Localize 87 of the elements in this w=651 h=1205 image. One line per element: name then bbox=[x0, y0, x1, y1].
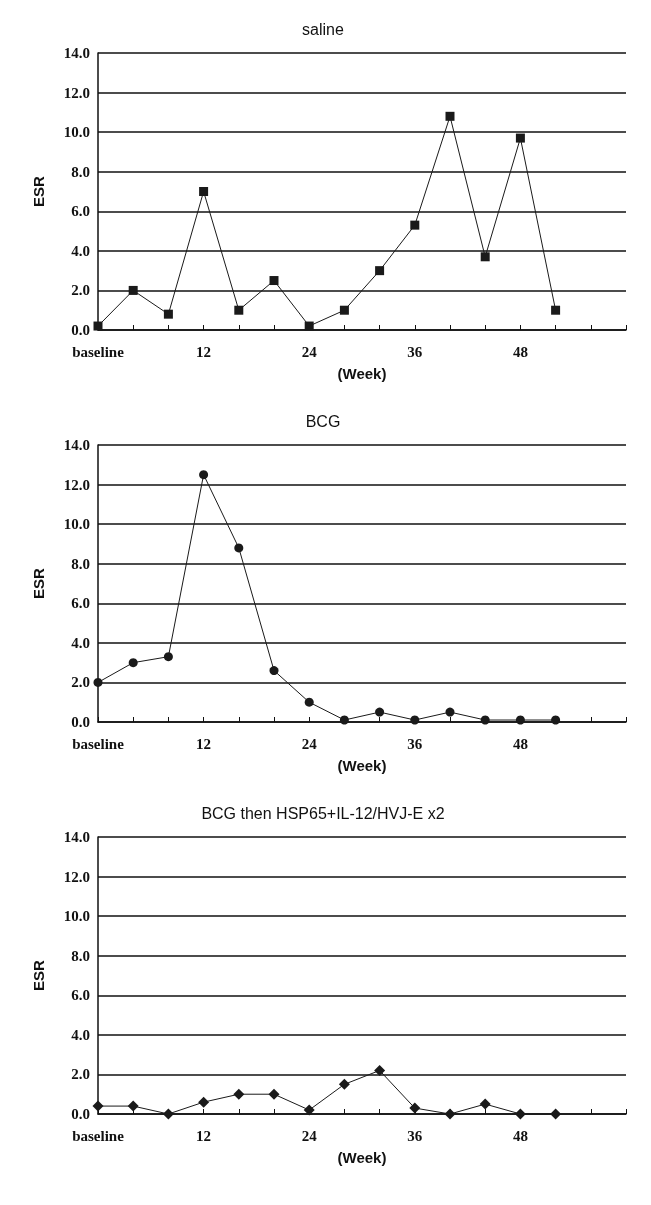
point bbox=[551, 305, 561, 315]
point bbox=[303, 1104, 315, 1116]
point bbox=[93, 321, 103, 331]
point bbox=[410, 715, 420, 725]
x-tick-label: 12 bbox=[196, 1127, 212, 1144]
x-tick-label: 24 bbox=[301, 1127, 318, 1144]
point bbox=[93, 677, 103, 687]
point bbox=[515, 715, 525, 725]
y-tick-label: 4.0 bbox=[71, 242, 90, 259]
point bbox=[375, 266, 385, 276]
point bbox=[199, 187, 209, 196]
y-tick-label: 12.0 bbox=[63, 868, 90, 885]
x-tick-label: 48 bbox=[512, 735, 528, 752]
x-tick-label: baseline bbox=[72, 735, 125, 752]
y-tick-label: 6.0 bbox=[71, 203, 90, 220]
point bbox=[269, 276, 279, 286]
point bbox=[163, 652, 173, 662]
point bbox=[480, 715, 490, 725]
y-tick-label: 0.0 bbox=[71, 714, 90, 730]
y-tick-label: 12.0 bbox=[63, 476, 90, 493]
chart-title: saline bbox=[302, 20, 344, 38]
y-tick-label: 4.0 bbox=[71, 1026, 90, 1043]
y-axis-title: ESR bbox=[30, 959, 47, 991]
point bbox=[304, 697, 314, 707]
point bbox=[198, 1096, 210, 1108]
x-tick-label: 48 bbox=[512, 1127, 528, 1144]
point bbox=[339, 715, 349, 725]
x-tick-label: 24 bbox=[301, 735, 318, 752]
y-tick-label: 8.0 bbox=[71, 947, 90, 964]
point bbox=[410, 220, 420, 230]
y-axis-title: ESR bbox=[30, 175, 47, 207]
point bbox=[163, 309, 173, 319]
y-tick-label: 2.0 bbox=[71, 1066, 90, 1083]
point bbox=[199, 470, 209, 480]
y-tick-label: 14.0 bbox=[63, 45, 90, 61]
x-tick-label: 48 bbox=[512, 343, 528, 360]
x-axis-title: (Week) bbox=[337, 365, 387, 382]
point bbox=[479, 1098, 491, 1110]
point bbox=[515, 133, 525, 143]
point bbox=[444, 1108, 456, 1120]
point bbox=[234, 305, 244, 315]
chart-title: BCG then HSP65+IL-12/HVJ-E x2 bbox=[201, 804, 445, 822]
x-tick-label: baseline bbox=[72, 343, 125, 360]
x-tick-label: 36 bbox=[407, 343, 423, 360]
y-tick-label: 10.0 bbox=[63, 516, 90, 533]
y-tick-label: 8.0 bbox=[71, 163, 90, 180]
y-tick-label: 0.0 bbox=[71, 1106, 90, 1122]
point bbox=[233, 1088, 245, 1100]
y-tick-label: 6.0 bbox=[71, 595, 90, 612]
point bbox=[127, 1100, 139, 1112]
x-tick-label: 12 bbox=[196, 343, 212, 360]
point bbox=[269, 666, 279, 676]
x-tick-label: 24 bbox=[301, 343, 318, 360]
point bbox=[128, 658, 138, 668]
y-tick-label: 4.0 bbox=[71, 634, 90, 651]
point bbox=[339, 305, 349, 315]
point bbox=[445, 707, 455, 717]
x-tick-label: baseline bbox=[72, 1127, 125, 1144]
x-tick-label: 12 bbox=[196, 735, 212, 752]
point bbox=[268, 1088, 280, 1100]
y-tick-label: 10.0 bbox=[63, 124, 90, 141]
point bbox=[480, 252, 490, 262]
chart-title: BCG bbox=[305, 412, 341, 430]
y-tick-label: 14.0 bbox=[63, 829, 90, 845]
x-axis-title: (Week) bbox=[337, 757, 387, 774]
y-tick-label: 0.0 bbox=[71, 322, 90, 338]
point bbox=[338, 1078, 350, 1090]
x-tick-label: 36 bbox=[407, 1127, 423, 1144]
y-tick-label: 2.0 bbox=[71, 282, 90, 299]
point bbox=[551, 715, 561, 725]
y-tick-label: 2.0 bbox=[71, 674, 90, 691]
point bbox=[92, 1100, 104, 1112]
point bbox=[445, 111, 455, 121]
point bbox=[234, 543, 244, 553]
y-tick-label: 8.0 bbox=[71, 555, 90, 572]
y-tick-label: 6.0 bbox=[71, 987, 90, 1004]
y-axis-title: ESR bbox=[30, 567, 47, 599]
point bbox=[128, 285, 138, 295]
point bbox=[304, 321, 314, 331]
point bbox=[374, 1064, 386, 1076]
y-tick-label: 12.0 bbox=[63, 84, 90, 101]
point bbox=[409, 1102, 421, 1114]
y-tick-label: 14.0 bbox=[63, 437, 90, 453]
x-axis-title: (Week) bbox=[337, 1149, 387, 1166]
x-tick-label: 36 bbox=[407, 735, 423, 752]
point bbox=[375, 707, 385, 717]
y-tick-label: 10.0 bbox=[63, 908, 90, 925]
